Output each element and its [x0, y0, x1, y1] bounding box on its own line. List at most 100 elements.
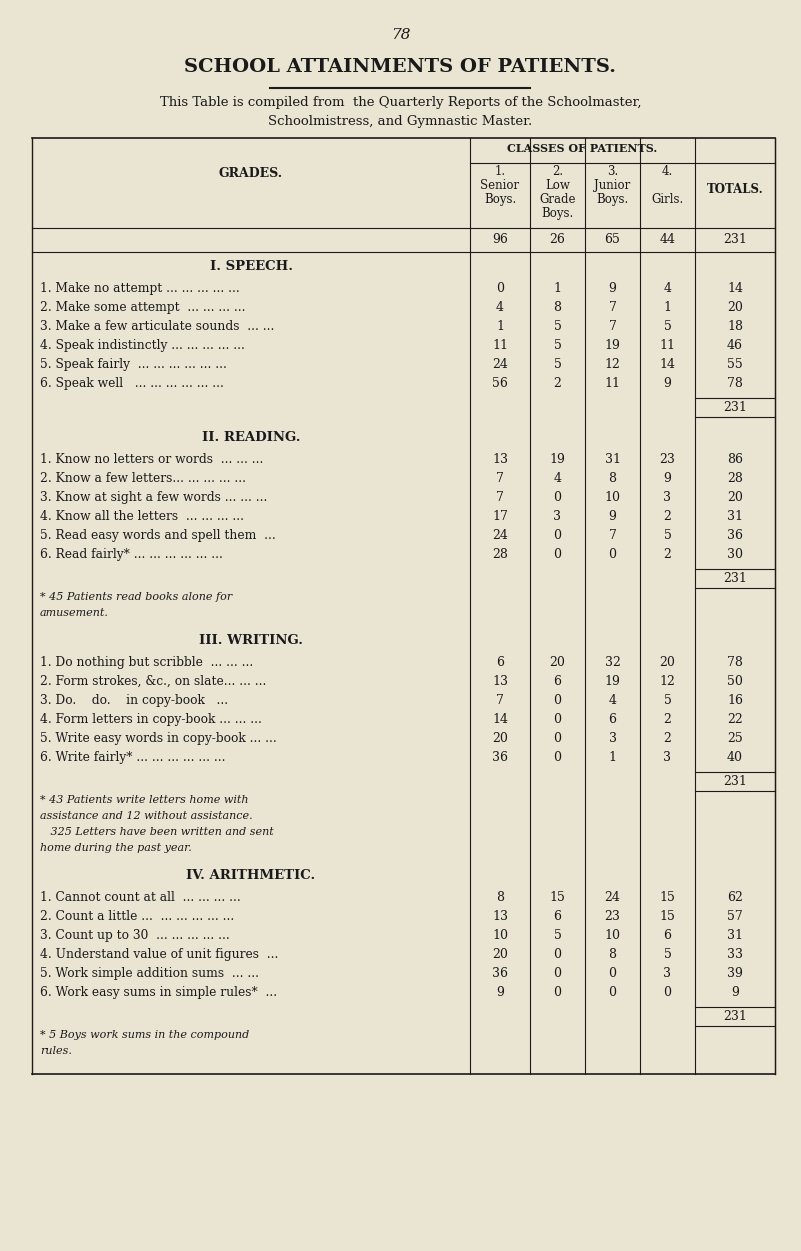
Text: 0: 0 [553, 713, 562, 726]
Text: 24: 24 [605, 891, 621, 904]
Text: IV. ARITHMETIC.: IV. ARITHMETIC. [187, 869, 316, 882]
Text: 231: 231 [723, 776, 747, 788]
Text: 31: 31 [727, 510, 743, 523]
Text: 3: 3 [663, 751, 671, 764]
Text: 1. Do nothing but scribble  ... ... ...: 1. Do nothing but scribble ... ... ... [40, 656, 253, 669]
Text: 3. Do.    do.    in copy-book   ...: 3. Do. do. in copy-book ... [40, 694, 228, 707]
Text: SCHOOL ATTAINMENTS OF PATIENTS.: SCHOOL ATTAINMENTS OF PATIENTS. [184, 58, 617, 76]
Text: 6: 6 [553, 909, 562, 923]
Text: 2. Count a little ...  ... ... ... ... ...: 2. Count a little ... ... ... ... ... ..… [40, 909, 234, 923]
Text: amusement.: amusement. [40, 608, 109, 618]
Text: 12: 12 [659, 676, 675, 688]
Text: 2. Form strokes, &c., on slate... ... ...: 2. Form strokes, &c., on slate... ... ..… [40, 676, 267, 688]
Text: Senior: Senior [481, 179, 520, 191]
Text: 2. Make some attempt  ... ... ... ...: 2. Make some attempt ... ... ... ... [40, 301, 245, 314]
Text: 4: 4 [553, 472, 562, 485]
Text: 44: 44 [659, 233, 675, 246]
Text: 1: 1 [553, 281, 562, 295]
Text: III. WRITING.: III. WRITING. [199, 634, 303, 647]
Text: 65: 65 [605, 233, 621, 246]
Text: 1.: 1. [494, 165, 505, 178]
Text: 2: 2 [663, 732, 671, 746]
Text: 19: 19 [605, 676, 621, 688]
Text: home during the past year.: home during the past year. [40, 843, 191, 853]
Text: 20: 20 [492, 948, 508, 961]
Text: 8: 8 [609, 948, 617, 961]
Text: 7: 7 [609, 529, 617, 542]
Text: 19: 19 [549, 453, 566, 467]
Text: 2.: 2. [552, 165, 563, 178]
Text: 28: 28 [492, 548, 508, 560]
Text: 11: 11 [605, 377, 621, 390]
Text: 7: 7 [496, 472, 504, 485]
Text: 31: 31 [727, 929, 743, 942]
Text: 15: 15 [549, 891, 566, 904]
Text: 1: 1 [496, 320, 504, 333]
Text: II. READING.: II. READING. [202, 432, 300, 444]
Text: 6: 6 [663, 929, 671, 942]
Text: 4: 4 [663, 281, 671, 295]
Text: 16: 16 [727, 694, 743, 707]
Text: 1. Make no attempt ... ... ... ... ...: 1. Make no attempt ... ... ... ... ... [40, 281, 239, 295]
Text: 5: 5 [663, 694, 671, 707]
Text: 1: 1 [663, 301, 671, 314]
Text: 15: 15 [659, 909, 675, 923]
Text: I. SPEECH.: I. SPEECH. [210, 260, 292, 273]
Text: 0: 0 [553, 967, 562, 980]
Text: 6. Work easy sums in simple rules*  ...: 6. Work easy sums in simple rules* ... [40, 986, 277, 1000]
Text: 231: 231 [723, 233, 747, 246]
Text: 4: 4 [609, 694, 617, 707]
Text: 0: 0 [553, 694, 562, 707]
Text: 8: 8 [609, 472, 617, 485]
Text: 0: 0 [609, 986, 617, 1000]
Text: 4. Form letters in copy-book ... ... ...: 4. Form letters in copy-book ... ... ... [40, 713, 262, 726]
Text: 1: 1 [609, 751, 617, 764]
Text: 86: 86 [727, 453, 743, 467]
Text: 11: 11 [659, 339, 675, 352]
Text: 0: 0 [496, 281, 504, 295]
Text: 231: 231 [723, 402, 747, 414]
Text: 6: 6 [609, 713, 617, 726]
Text: 12: 12 [605, 358, 621, 372]
Text: 26: 26 [549, 233, 566, 246]
Text: 78: 78 [727, 656, 743, 669]
Text: 0: 0 [553, 948, 562, 961]
Text: 5: 5 [553, 320, 562, 333]
Text: 13: 13 [492, 453, 508, 467]
Text: 2: 2 [663, 713, 671, 726]
Text: 3. Know at sight a few words ... ... ...: 3. Know at sight a few words ... ... ... [40, 490, 268, 504]
Text: 6. Speak well   ... ... ... ... ... ...: 6. Speak well ... ... ... ... ... ... [40, 377, 223, 390]
Text: CLASSES OF PATIENTS.: CLASSES OF PATIENTS. [507, 143, 658, 154]
Text: 15: 15 [659, 891, 675, 904]
Text: 13: 13 [492, 676, 508, 688]
Text: 46: 46 [727, 339, 743, 352]
Text: 7: 7 [496, 490, 504, 504]
Text: Boys.: Boys. [484, 193, 516, 206]
Text: 7: 7 [496, 694, 504, 707]
Text: 14: 14 [727, 281, 743, 295]
Text: 7: 7 [609, 301, 617, 314]
Text: 9: 9 [609, 510, 617, 523]
Text: 0: 0 [553, 529, 562, 542]
Text: 6: 6 [553, 676, 562, 688]
Text: 8: 8 [496, 891, 504, 904]
Text: 19: 19 [605, 339, 621, 352]
Text: 24: 24 [492, 529, 508, 542]
Text: 32: 32 [605, 656, 621, 669]
Text: 57: 57 [727, 909, 743, 923]
Text: 0: 0 [609, 548, 617, 560]
Text: Boys.: Boys. [597, 193, 629, 206]
Text: 6. Read fairly* ... ... ... ... ... ...: 6. Read fairly* ... ... ... ... ... ... [40, 548, 223, 560]
Text: 36: 36 [727, 529, 743, 542]
Text: 17: 17 [492, 510, 508, 523]
Text: 9: 9 [496, 986, 504, 1000]
Text: 5: 5 [553, 358, 562, 372]
Text: 231: 231 [723, 572, 747, 585]
Text: 11: 11 [492, 339, 508, 352]
Text: Girls.: Girls. [651, 193, 683, 206]
Text: 0: 0 [609, 967, 617, 980]
Text: 14: 14 [659, 358, 675, 372]
Text: 28: 28 [727, 472, 743, 485]
Text: 20: 20 [727, 490, 743, 504]
Text: 9: 9 [663, 377, 671, 390]
